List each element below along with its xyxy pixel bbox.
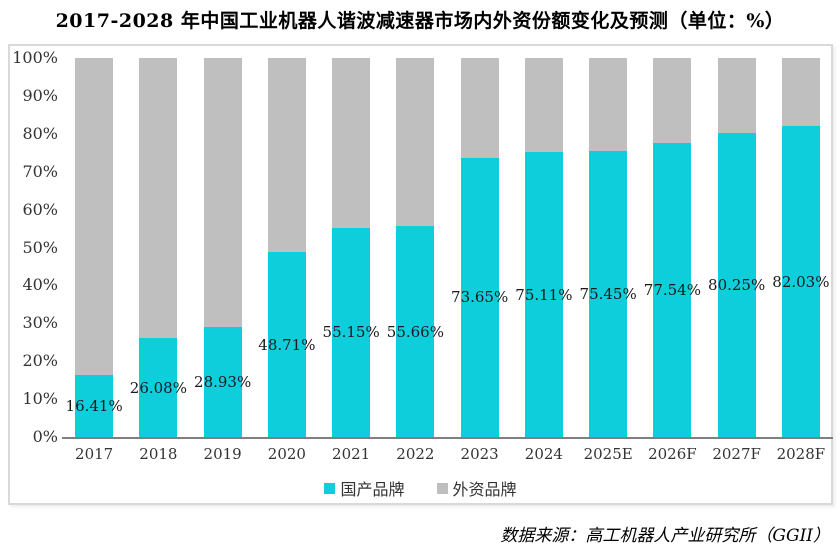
y-axis-tick: 100% [12, 48, 58, 67]
y-axis-tick: 30% [22, 313, 58, 333]
y-axis-tick: 40% [22, 275, 58, 295]
bar-segment-domestic [267, 252, 306, 437]
bar-segment-foreign [332, 58, 371, 228]
stacked-bar [589, 58, 628, 437]
x-axis-label: 2021 [332, 445, 371, 463]
x-axis-label: 2023 [460, 445, 499, 463]
legend-label: 国产品牌 [340, 480, 405, 499]
bar-segment-domestic [396, 226, 435, 437]
data-label: 26.08% [129, 378, 187, 397]
stacked-bar [781, 58, 820, 437]
x-axis-label: 2018 [139, 445, 178, 463]
plot-area: 16.41% 26.08% 28.93% 48.71% 55.15% 55.66% 73.6… [62, 58, 833, 439]
bar-group-2028F [769, 58, 833, 437]
legend: 国产品牌 外资品牌 [10, 476, 831, 500]
y-axis-tick: 0% [32, 427, 58, 446]
x-axis-label: 2020 [267, 445, 306, 463]
bar-segment-domestic [332, 227, 371, 437]
bar-segment-foreign [717, 58, 756, 133]
bar-segment-domestic [203, 327, 242, 437]
bar-segment-foreign [589, 58, 628, 152]
data-label: 75.45% [579, 285, 637, 304]
bar-group-2017 [62, 58, 126, 437]
legend-label: 外资品牌 [452, 480, 517, 499]
bar-segment-foreign [203, 58, 242, 328]
data-label: 75.11% [515, 285, 573, 304]
data-label: 80.25% [708, 275, 766, 294]
stacked-bar [139, 58, 178, 437]
bar-group-2024 [512, 58, 576, 437]
bar-group-2019 [191, 58, 255, 437]
bar-segment-domestic [75, 374, 114, 437]
data-source: 数据来源：高工机器人产业研究所（GGII） [500, 526, 830, 546]
bar-segment-foreign [396, 58, 435, 227]
bar-segment-foreign [653, 58, 692, 144]
bar-segment-foreign [139, 58, 178, 339]
x-axis-label: 2019 [203, 445, 242, 463]
y-axis-tick: 60% [22, 199, 58, 219]
bar-group-2020 [255, 58, 319, 437]
bar-segment-domestic [460, 157, 499, 437]
bar-segment-domestic [717, 132, 756, 437]
bar-segment-foreign [75, 58, 114, 375]
bar-segment-domestic [139, 338, 178, 437]
x-axis-label: 2026F [648, 445, 697, 463]
x-axis-label: 2022 [396, 445, 435, 463]
bar-segment-domestic [589, 151, 628, 437]
data-label: 48.71% [258, 335, 316, 354]
bar-segment-foreign [267, 58, 306, 253]
data-label: 28.93% [194, 373, 252, 392]
data-label: 55.15% [322, 323, 380, 342]
bar-segment-foreign [524, 58, 563, 153]
y-axis-tick: 80% [22, 123, 58, 143]
data-label: 73.65% [451, 288, 509, 307]
y-axis-tick: 70% [22, 161, 58, 181]
x-axis-label: 2017 [75, 445, 114, 463]
bar-group-2027F [705, 58, 769, 437]
bar-group-2022 [383, 58, 447, 437]
legend-item-foreign: 外资品牌 [436, 476, 517, 500]
stacked-bar [75, 58, 114, 437]
stacked-bar [203, 58, 242, 437]
data-label: 77.54% [643, 281, 701, 300]
x-axis-label: 2025E [583, 445, 633, 463]
bar-group-2025E [576, 58, 640, 437]
x-axis-label: 2027F [712, 445, 761, 463]
bar-group-2026F [640, 58, 704, 437]
chart-area: 16.41% 26.08% 28.93% 48.71% 55.15% 55.66% 73.6… [8, 44, 833, 505]
bar-segment-foreign [781, 58, 820, 127]
y-axis-tick: 10% [22, 389, 58, 409]
bar-segment-domestic [653, 143, 692, 437]
x-axis-label: 2024 [524, 445, 563, 463]
stacked-bar [460, 58, 499, 437]
y-axis-tick: 50% [22, 237, 58, 257]
stacked-bar [653, 58, 692, 437]
stacked-bar [524, 58, 563, 437]
legend-item-domestic: 国产品牌 [324, 476, 405, 500]
x-axis: 2017 2018 2019 2020 2021 2022 2023 2024 2025E 202… [62, 445, 833, 463]
data-label: 16.41% [65, 396, 123, 415]
stacked-bar [396, 58, 435, 437]
bar-segment-foreign [460, 58, 499, 158]
data-label: 55.66% [386, 322, 444, 341]
legend-swatch-icon [324, 482, 336, 494]
stacked-bar [332, 58, 371, 437]
bar-segment-domestic [781, 126, 820, 437]
bar-group-2023 [448, 58, 512, 437]
y-axis-tick: 20% [22, 351, 58, 371]
legend-swatch-icon [436, 482, 448, 494]
y-axis-tick: 90% [22, 85, 58, 105]
bar-group-2021 [319, 58, 383, 437]
data-label: 82.03% [772, 272, 830, 291]
chart-title: 2017-2028 年中国工业机器人谐波减速器市场内外资份额变化及预测（单位：%… [55, 10, 785, 32]
x-axis-label: 2028F [776, 445, 826, 463]
bar-group-2018 [126, 58, 190, 437]
bar-segment-domestic [524, 152, 563, 437]
stacked-bar [267, 58, 306, 437]
stacked-bar [717, 58, 756, 437]
